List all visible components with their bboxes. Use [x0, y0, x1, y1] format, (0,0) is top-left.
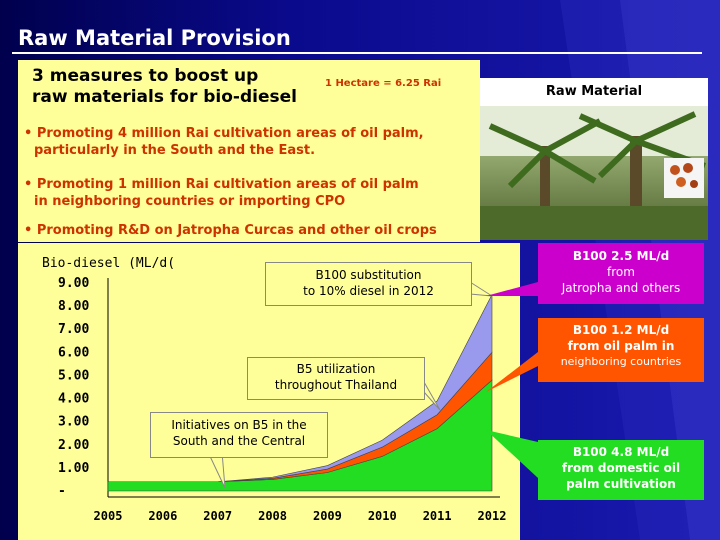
callout-south-line-2: South and the Central	[172, 434, 306, 448]
x-tick-label: 2005	[94, 509, 123, 523]
raw-material-header	[480, 78, 708, 106]
y-tick-label: 9.00	[58, 276, 89, 291]
jatropha-pointer	[486, 282, 538, 296]
y-tick-label: 3.00	[58, 415, 89, 430]
callout-b5-thailand: B5 utilization throughout Thailand	[247, 357, 425, 400]
title-underline	[12, 52, 702, 54]
slide-title: Raw Material Provision	[18, 26, 291, 50]
heading-line-2: raw materials for bio-diesel	[32, 87, 297, 107]
label-neighbor-line-2: from oil palm in	[567, 339, 675, 353]
bullet-2-line-2: in neighboring countries or importing CP…	[34, 194, 346, 209]
bullet-1-line-2: particularly in the South and the East.	[34, 143, 316, 158]
measures-heading: 3 measures to boost up raw materials for…	[32, 66, 297, 108]
raw-material-label: Raw Material	[545, 84, 643, 99]
y-tick-label: 1.00	[58, 461, 89, 476]
bullet-3-line-1: • Promoting R&D on Jatropha Curcas and o…	[24, 223, 437, 238]
bullet-oil-palm-domestic: • Promoting 4 million Rai cultivation ar…	[24, 125, 424, 159]
label-domestic-line-3: palm cultivation	[566, 477, 676, 491]
callout-b5-line-1: B5 utilization	[296, 362, 376, 376]
bullet-1-line-1: • Promoting 4 million Rai cultivation ar…	[24, 126, 424, 141]
neighbor-pointer	[486, 352, 538, 392]
oil-palm-photo	[480, 106, 708, 240]
x-tick-label: 2008	[258, 509, 287, 523]
y-tick-label: 4.00	[58, 392, 89, 407]
callout-b100-target: B100 substitution to 10% diesel in 2012	[265, 262, 472, 306]
label-domestic-line-1: B100 4.8 ML/d	[572, 445, 670, 459]
label-jatropha-line-1: B100 2.5 ML/d	[572, 249, 670, 263]
y-tick-label: 7.00	[58, 322, 89, 337]
y-tick-label: 5.00	[58, 368, 89, 383]
label-jatropha: B100 2.5 ML/d from Jatropha and others	[538, 243, 704, 304]
bullet-jatropha: • Promoting R&D on Jatropha Curcas and o…	[24, 222, 437, 239]
callout-b100-line-2: to 10% diesel in 2012	[303, 284, 434, 298]
x-tick-label: 2011	[423, 509, 452, 523]
measures-panel	[18, 60, 480, 242]
oil-palm-illustration	[480, 106, 708, 240]
label-domestic: B100 4.8 ML/d from domestic oil palm cul…	[538, 440, 704, 500]
bullet-oil-palm-neighbor: • Promoting 1 million Rai cultivation ar…	[24, 176, 419, 210]
label-neighbor: B100 1.2 ML/d from oil palm in neighbori…	[538, 318, 704, 382]
y-tick-label: -	[58, 484, 66, 499]
label-domestic-line-2: from domestic oil	[561, 461, 681, 475]
bullet-2-line-1: • Promoting 1 million Rai cultivation ar…	[24, 177, 419, 192]
label-jatropha-line-2: from	[607, 265, 635, 279]
callout-b5-line-2: throughout Thailand	[274, 378, 398, 392]
x-tick-label: 2010	[368, 509, 397, 523]
x-tick-label: 2012	[478, 509, 507, 523]
area-jatropha	[108, 294, 493, 483]
y-axis-label: Bio-diesel (ML/d(	[42, 256, 175, 271]
y-tick-label: 6.00	[58, 345, 89, 360]
x-tick-label: 2007	[203, 509, 232, 523]
domestic-pointer	[486, 430, 538, 478]
label-neighbor-line-3: neighboring countries	[560, 355, 682, 368]
callout-b100-pointer	[469, 281, 493, 297]
y-tick-label: 8.00	[58, 299, 89, 314]
callout-b100-line-1: B100 substitution	[315, 268, 422, 282]
y-tick-label: 2.00	[58, 438, 89, 453]
x-tick-label: 2006	[148, 509, 177, 523]
x-tick-label: 2009	[313, 509, 342, 523]
callout-south-line-1: Initiatives on B5 in the	[171, 418, 307, 432]
label-jatropha-line-3: Jatropha and others	[561, 281, 681, 295]
label-neighbor-line-1: B100 1.2 ML/d	[572, 323, 670, 337]
callout-south-central: Initiatives on B5 in the South and the C…	[150, 412, 328, 458]
heading-line-1: 3 measures to boost up	[32, 66, 259, 86]
hectare-note: 1 Hectare = 6.25 Rai	[325, 78, 442, 89]
